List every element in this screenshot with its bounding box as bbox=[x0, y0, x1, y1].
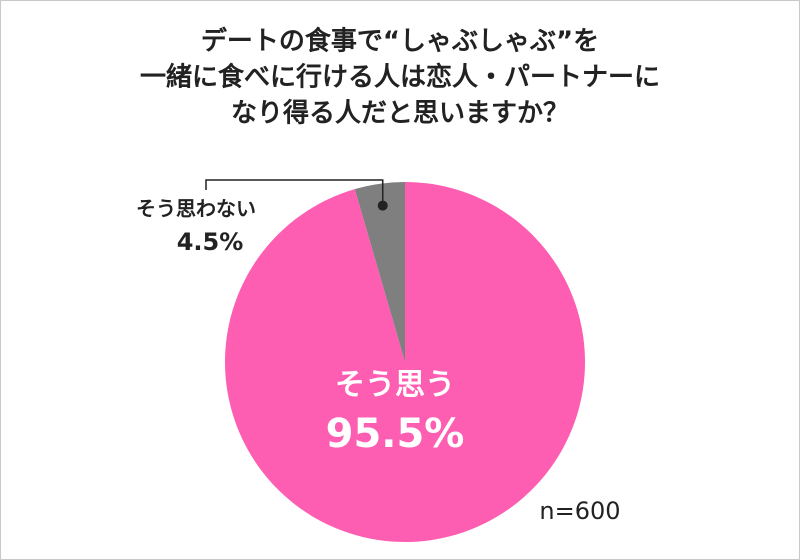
slice-label: そう思わない bbox=[136, 197, 256, 221]
value-label: 95.5% bbox=[326, 411, 465, 457]
pie-slice bbox=[225, 182, 585, 543]
chart-title: なり得る人だと思いますか？ bbox=[231, 99, 569, 129]
sample-note: n=600 bbox=[539, 497, 620, 525]
chart-title: デートの食事で“しゃぶしゃぶ”を bbox=[201, 26, 599, 57]
pie-slice bbox=[354, 182, 405, 362]
slice-label: そう思う bbox=[335, 368, 455, 403]
chart-title: 一緒に食べに行ける人は恋人・パートナーに bbox=[140, 62, 660, 93]
value-label: 4.5% bbox=[177, 228, 244, 256]
leader-line bbox=[205, 179, 384, 206]
